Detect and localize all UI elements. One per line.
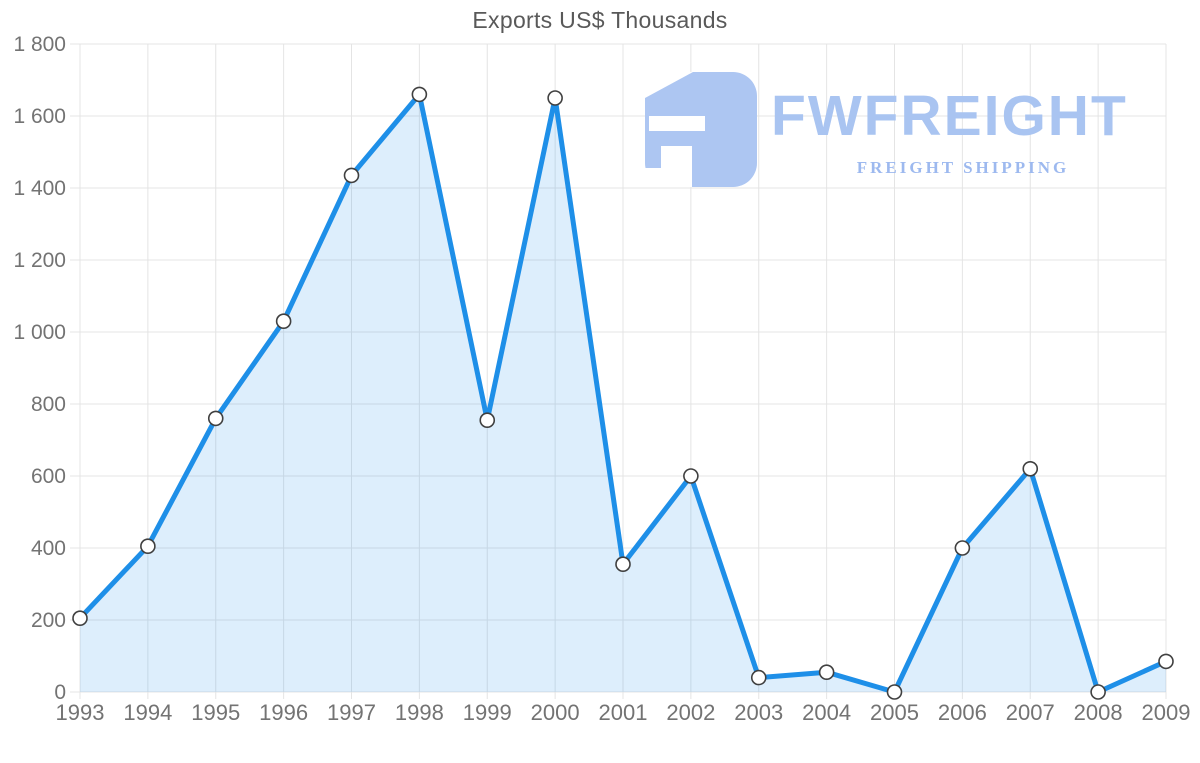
y-axis-label: 400 xyxy=(31,537,66,560)
y-axis-label: 0 xyxy=(54,681,66,704)
x-axis-label: 2000 xyxy=(531,700,580,725)
data-point-marker[interactable] xyxy=(615,556,631,573)
x-axis-label: 2006 xyxy=(938,700,987,725)
y-axis-label: 600 xyxy=(31,465,66,488)
data-point-marker[interactable] xyxy=(207,410,224,427)
x-axis-label: 1996 xyxy=(259,700,308,725)
area-fill xyxy=(80,94,1166,692)
y-axis-label: 1 800 xyxy=(13,33,66,56)
data-point-marker[interactable] xyxy=(954,540,971,556)
x-axis-label: 1994 xyxy=(123,700,172,725)
data-point-marker[interactable] xyxy=(275,313,292,330)
x-axis-label: 1999 xyxy=(463,700,512,725)
data-point-marker[interactable] xyxy=(411,86,428,103)
y-axis-label: 800 xyxy=(31,393,66,416)
x-axis-label: 2003 xyxy=(734,700,783,725)
chart-title: Exports US$ Thousands xyxy=(472,7,728,33)
x-axis-label: 2005 xyxy=(870,700,919,725)
x-axis-label: 2007 xyxy=(1006,700,1055,725)
x-axis-label: 1998 xyxy=(395,700,444,725)
data-point-marker[interactable] xyxy=(750,669,767,686)
data-point-marker[interactable] xyxy=(1090,684,1106,700)
data-point-marker[interactable] xyxy=(886,684,903,700)
x-axis-label: 1997 xyxy=(327,700,376,725)
data-point-marker[interactable] xyxy=(140,538,156,555)
data-point-marker[interactable] xyxy=(1158,653,1174,670)
data-point-marker[interactable] xyxy=(683,468,699,484)
x-axis-label: 2004 xyxy=(802,700,851,725)
x-axis-label: 2008 xyxy=(1074,700,1123,725)
y-axis-label: 1 600 xyxy=(13,105,66,128)
x-axis-label: 2001 xyxy=(599,700,648,725)
y-axis-label: 1 000 xyxy=(13,321,66,344)
data-point-marker[interactable] xyxy=(343,167,360,184)
x-axis-label: 2009 xyxy=(1142,700,1191,725)
y-axis-label: 200 xyxy=(31,609,66,632)
x-axis-label: 1995 xyxy=(191,700,240,725)
data-point-marker[interactable] xyxy=(479,412,496,429)
data-point-marker[interactable] xyxy=(72,610,88,627)
y-axis-label: 1 200 xyxy=(13,249,66,272)
y-axis-label: 1 400 xyxy=(13,177,66,200)
data-point-marker[interactable] xyxy=(547,90,563,106)
x-axis-label: 1993 xyxy=(56,700,105,725)
x-axis-label: 2002 xyxy=(666,700,715,725)
data-point-marker[interactable] xyxy=(1022,460,1039,477)
data-point-marker[interactable] xyxy=(818,664,835,681)
